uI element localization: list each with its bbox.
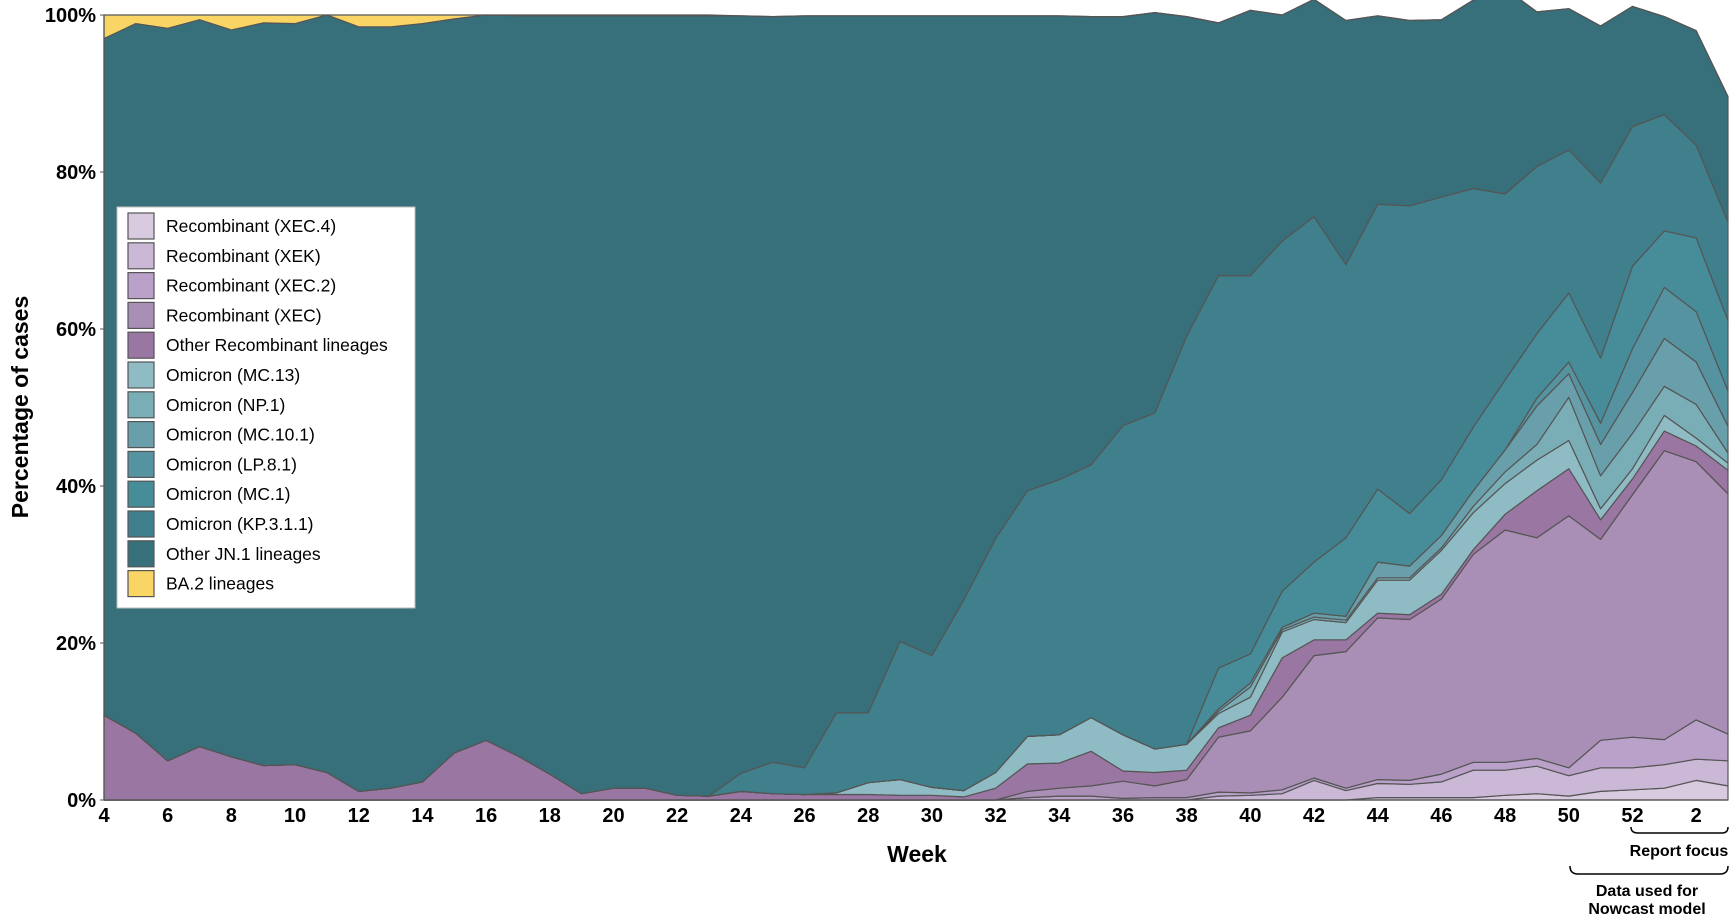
legend-swatch (127, 510, 155, 538)
legend-swatch (127, 391, 155, 419)
x-tick-label: 8 (226, 805, 237, 827)
x-tick-label: 12 (348, 805, 370, 827)
legend-swatch (127, 301, 155, 329)
legend-swatch (127, 212, 155, 240)
legend-label: Recombinant (XEC.2) (166, 276, 336, 296)
x-tick-label: 42 (1303, 805, 1325, 827)
legend-label: Omicron (MC.13) (166, 365, 300, 385)
x-tick-label: 40 (1239, 805, 1261, 827)
y-tick-labels: 0% 20% 40% 60% 80% 100% (45, 5, 104, 812)
legend-label: Other Recombinant lineages (166, 335, 388, 355)
legend-swatch (127, 540, 155, 568)
legend-swatch (127, 421, 155, 449)
legend-swatch (127, 361, 155, 389)
legend-box (116, 206, 416, 609)
x-tick-label: 4 (98, 805, 110, 827)
y-tick-label: 0% (67, 790, 96, 812)
x-tick-label: 14 (411, 805, 434, 827)
legend: Recombinant (XEC.4) Recombinant (XEK) Reco… (116, 206, 416, 609)
x-tick-label: 26 (793, 805, 815, 827)
legend-label: BA.2 lineages (166, 574, 274, 594)
y-tick-label: 100% (45, 5, 96, 27)
legend-label: Omicron (LP.8.1) (166, 454, 297, 474)
x-tick-label: 44 (1367, 805, 1390, 827)
y-axis-title: Percentage of cases (7, 296, 33, 518)
x-axis-title: Week (887, 841, 947, 867)
nowcast-label-line1: Data used for (1596, 883, 1698, 900)
nowcast-label-line2: Nowcast model (1588, 901, 1705, 916)
x-tick-label: 34 (1048, 805, 1071, 827)
x-tick-label: 32 (984, 805, 1006, 827)
x-tick-label: 24 (730, 805, 753, 827)
stacked-areas (103, 0, 1729, 801)
legend-label: Omicron (MC.1) (166, 484, 290, 504)
x-tick-label: 50 (1558, 805, 1580, 827)
report-focus-label: Report focus (1630, 843, 1729, 860)
x-tick-labels: 4 6 8 10 12 14 16 18 20 22 24 26 28 30 32 34 36 38 40 42 44 4… (98, 805, 1701, 827)
axes (103, 15, 1728, 801)
x-tick-label: 48 (1494, 805, 1516, 827)
report-focus-annotation: Report focus (1630, 826, 1729, 860)
x-tick-label: 18 (539, 805, 561, 827)
report-focus-bracket (1630, 826, 1729, 834)
area-series-12 (103, 0, 1729, 98)
x-tick-label: 6 (162, 805, 173, 827)
y-tick-label: 60% (56, 319, 96, 341)
x-tick-label: 20 (602, 805, 624, 827)
nowcast-annotation: Data used for Nowcast model (1569, 865, 1729, 916)
x-tick-label: 36 (1112, 805, 1134, 827)
legend-label: Omicron (KP.3.1.1) (166, 514, 314, 534)
x-tick-label: 28 (857, 805, 879, 827)
x-tick-label: 10 (284, 805, 306, 827)
x-tick-label: 52 (1621, 805, 1643, 827)
x-tick-label: 16 (475, 805, 497, 827)
legend-swatch (127, 450, 155, 478)
legend-label: Omicron (NP.1) (166, 395, 285, 415)
x-tick-label: 2 (1691, 805, 1702, 827)
legend-label: Recombinant (XEK) (166, 246, 321, 266)
legend-label: Recombinant (XEC.4) (166, 216, 336, 236)
x-tick-label: 22 (666, 805, 688, 827)
legend-label: Recombinant (XEC) (166, 305, 322, 325)
x-tick-label: 30 (921, 805, 943, 827)
legend-swatch (127, 331, 155, 359)
x-tick-label: 46 (1430, 805, 1452, 827)
legend-label: Omicron (MC.10.1) (166, 425, 315, 445)
legend-swatch (127, 480, 155, 508)
legend-swatch (127, 242, 155, 270)
y-tick-label: 40% (56, 476, 96, 498)
y-tick-label: 20% (56, 633, 96, 655)
nowcast-bracket (1569, 865, 1729, 875)
legend-label: Other JN.1 lineages (166, 544, 321, 564)
x-tick-label: 38 (1176, 805, 1198, 827)
legend-swatch (127, 272, 155, 300)
legend-swatch (127, 569, 155, 598)
y-tick-label: 80% (56, 162, 96, 184)
